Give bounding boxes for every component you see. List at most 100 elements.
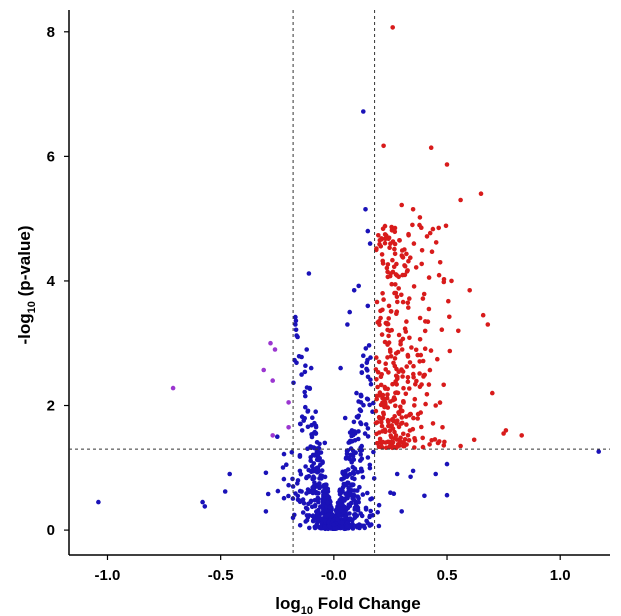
red-point [441,443,447,448]
red-point [391,418,396,424]
blue-point [342,481,348,487]
red-point [405,375,411,380]
red-point [458,197,463,203]
red-point [390,381,395,387]
blue-point [312,503,318,509]
red-point [415,352,421,358]
blue-point [368,497,373,502]
blue-point [338,507,344,513]
blue-point [323,483,329,489]
red-point [396,332,402,338]
red-point [388,399,393,404]
blue-point [348,452,353,458]
red-point [385,262,391,267]
red-point [458,443,463,449]
red-point [399,248,405,253]
red-point [407,411,413,417]
red-point [379,420,384,425]
red-point [376,359,382,365]
blue-point [343,456,349,461]
red-point [400,369,406,374]
red-point [391,264,397,270]
blue-point [399,509,405,514]
red-point [400,374,405,379]
blue-point [297,468,303,474]
red-point [407,386,412,391]
blue-point [319,510,325,516]
red-point [385,327,390,333]
red-point [447,314,452,320]
blue-point [308,365,314,371]
blue-point [314,511,320,517]
data-points [96,25,601,532]
blue-point [305,446,310,452]
blue-point [293,318,299,324]
blue-point [366,343,372,348]
blue-point [280,465,286,470]
red-point [392,241,398,247]
blue-point [422,493,427,499]
red-point [480,312,486,318]
y-tick-label: 4 [47,273,56,290]
blue-point [297,488,303,494]
blue-point [263,509,269,514]
red-point [396,369,402,375]
red-point [429,249,435,254]
red-point [388,354,394,359]
red-point [400,299,406,305]
blue-point [367,514,372,520]
blue-point [349,517,355,523]
y-tick-label: 0 [47,522,55,539]
x-tick-label: -1.0 [95,567,121,584]
red-point [385,386,391,392]
blue-point [317,484,323,490]
purple-point [261,367,267,373]
red-point [401,385,406,391]
blue-point [346,493,351,498]
red-point [456,328,461,334]
red-point [406,438,412,443]
red-point [478,191,484,196]
blue-point [302,369,308,375]
red-point [398,421,404,426]
red-point [392,396,398,402]
red-point [449,278,454,284]
y-tick-label: 6 [47,148,55,165]
red-point [426,382,432,387]
red-point [380,307,385,313]
blue-point [365,228,371,234]
blue-point [355,523,360,528]
blue-point [352,505,358,511]
red-point [403,414,409,419]
red-point [377,322,382,328]
red-point [394,309,400,315]
red-point [393,373,399,379]
red-point [383,429,388,435]
red-point [390,25,396,30]
blue-point [314,470,320,475]
red-point [417,384,423,390]
blue-point [358,400,364,405]
blue-point [307,525,312,531]
red-point [443,223,449,229]
blue-point [352,493,357,498]
blue-point [319,476,324,481]
red-point [381,143,386,149]
blue-point [316,499,321,505]
red-point [405,379,411,385]
red-point [442,439,447,445]
blue-point [304,347,310,352]
red-point [387,428,393,434]
blue-point [297,453,303,458]
red-point [413,347,419,353]
red-point [427,367,433,373]
blue-point [312,488,317,494]
red-point [428,145,434,150]
red-point [377,390,383,395]
red-point [422,328,428,334]
blue-point [323,508,328,513]
red-point [407,360,413,365]
blue-point [347,438,353,444]
red-point [423,401,428,407]
